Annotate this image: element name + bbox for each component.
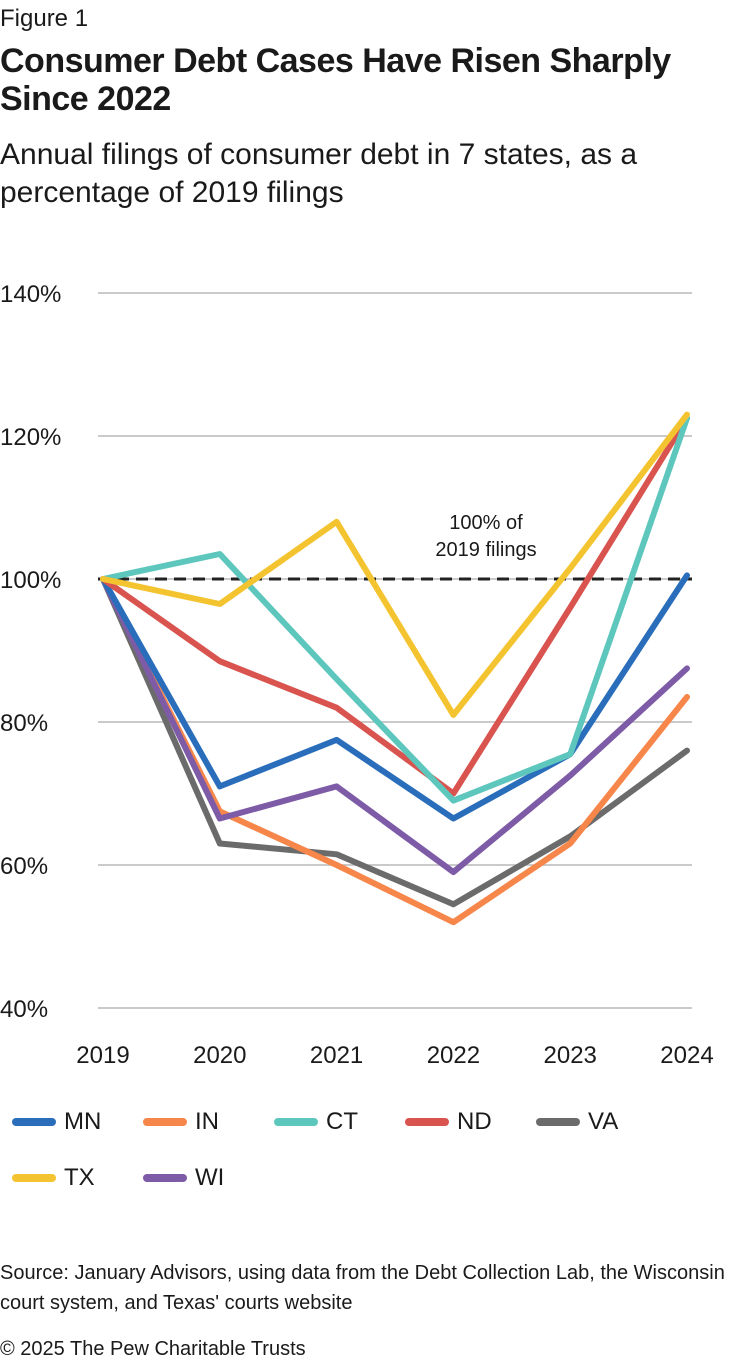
line-chart: 140% 120% 100% 80% 60% 40% 2019 2020 2021 2022 202… [0,281,714,1069]
series-line-nd [100,415,690,797]
x-tick-label: 2020 [193,1042,246,1069]
legend-item-ct: CT [274,1100,358,1144]
chart-subtitle: Annual filings of consumer debt in 7 sta… [0,138,638,209]
legend-label: IN [195,1108,219,1135]
legend-label: MN [64,1108,102,1135]
legend-item-mn: MN [12,1100,101,1144]
y-tick-label: 100% [0,567,61,594]
copyright-note: © 2025 The Pew Charitable Trusts [0,1338,306,1360]
legend-item-va: VA [536,1100,618,1144]
legend-label: ND [457,1108,492,1135]
series-line-wi [100,576,690,876]
legend-item-tx: TX [12,1156,95,1200]
series-line-mn [100,572,690,822]
reference-label: 2019 filings [435,539,536,561]
legend-swatch [143,1174,187,1182]
legend-swatch [143,1118,187,1126]
legend-swatch [536,1118,580,1126]
x-tick-label: 2022 [427,1042,480,1069]
legend-label: CT [326,1108,358,1135]
x-tick-label: 2021 [310,1042,363,1069]
y-tick-label: 140% [0,281,61,308]
legend-swatch [12,1174,56,1182]
y-tick-label: 120% [0,424,61,451]
legend-label: WI [195,1164,225,1191]
legend-swatch [274,1118,318,1126]
figure-label: Figure 1 [0,5,89,32]
series-line-tx [100,411,690,718]
legend-swatch [405,1118,449,1126]
reference-label: 100% of [449,512,523,534]
x-tick-label: 2023 [544,1042,597,1069]
source-note: Source: January Advisors, using data fro… [0,1262,725,1314]
y-tick-label: 60% [0,853,48,880]
legend-item-nd: ND [405,1100,492,1144]
series-line-ct [100,415,690,804]
legend-item-in: IN [143,1100,219,1144]
x-tick-label: 2019 [76,1042,129,1069]
chart-title: Consumer Debt Cases Have Risen Sharply S… [0,42,671,118]
x-tick-label: 2024 [660,1042,713,1069]
legend-swatch [12,1118,56,1126]
legend-label: VA [588,1108,619,1135]
legend-label: TX [64,1164,95,1191]
y-tick-label: 40% [0,996,48,1023]
legend-item-wi: WI [143,1156,224,1200]
y-tick-label: 80% [0,710,48,737]
